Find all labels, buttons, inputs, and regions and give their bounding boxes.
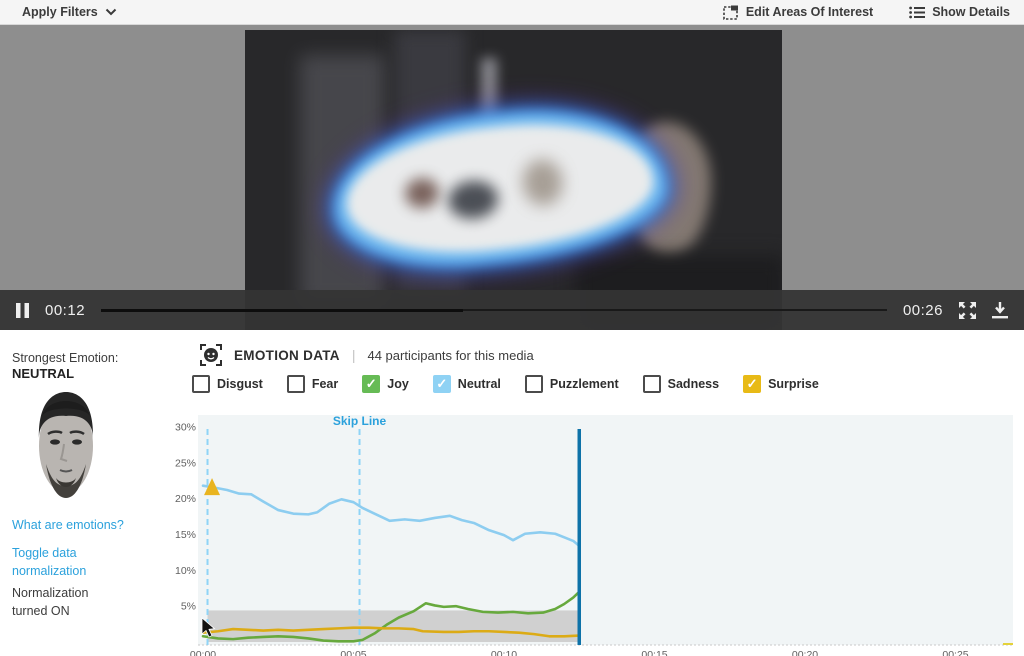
svg-text:Skip Line: Skip Line: [333, 415, 387, 428]
emotion-checkbox-fear[interactable]: Fear: [286, 375, 339, 393]
emotion-checkbox-sadness[interactable]: Sadness: [642, 375, 720, 393]
strongest-emotion-label: Strongest Emotion:: [12, 351, 119, 365]
svg-text:10%: 10%: [175, 565, 196, 577]
emotion-data-header: EMOTION DATA | 44 participants for this …: [200, 344, 534, 366]
panel-title: EMOTION DATA: [234, 347, 340, 363]
svg-text:00:25: 00:25: [942, 649, 968, 656]
svg-text:00:00: 00:00: [190, 649, 216, 656]
svg-text:30%: 30%: [175, 421, 196, 433]
strongest-emotion-value: NEUTRAL: [12, 366, 75, 381]
seek-track: [101, 309, 887, 311]
emotion-checkbox-puzzlement[interactable]: Puzzlement: [524, 375, 619, 393]
show-details-label: Show Details: [932, 5, 1010, 19]
svg-text:15%: 15%: [175, 529, 196, 541]
download-button[interactable]: [992, 301, 1008, 319]
emotion-timeline-chart[interactable]: 5% 10% 15% 20% 25% 30% 00:00 00:05 00:10 00:15 00:…: [170, 415, 1024, 656]
video-controls-bar: 00:12 00:26: [0, 290, 1024, 330]
emotion-filters: Disgust Fear ✓ Joy ✓ Neutral Puzzlement: [192, 375, 819, 393]
checkbox-box: ✓: [362, 375, 381, 393]
video-player: 00:12 00:26: [0, 25, 1024, 330]
seek-bar[interactable]: [101, 303, 887, 317]
divider: |: [351, 347, 356, 363]
emotion-checkbox-surprise[interactable]: ✓ Surprise: [743, 375, 819, 393]
sidebar: Strongest Emotion: NEUTRAL What are: [0, 330, 170, 656]
emotion-checkbox-disgust[interactable]: Disgust: [192, 375, 263, 393]
duration: 00:26: [902, 301, 943, 319]
svg-text:00:10: 00:10: [491, 649, 517, 656]
checkbox-box: [642, 375, 661, 393]
checkbox-box: [286, 375, 305, 393]
svg-text:00:05: 00:05: [340, 649, 366, 656]
checkbox-label: Puzzlement: [549, 377, 619, 391]
participants-count: 44 participants for this media: [367, 347, 534, 363]
seek-played: [101, 308, 463, 312]
list-details-icon: [909, 6, 926, 19]
normalization-status: Normalization turned ON: [12, 586, 89, 619]
face-scan-icon: [200, 344, 222, 366]
checkbox-box: ✓: [743, 375, 762, 393]
checkbox-box: [192, 375, 210, 393]
mouse-cursor: [201, 617, 216, 638]
svg-text:00:15: 00:15: [641, 649, 667, 656]
edit-areas-label: Edit Areas Of Interest: [745, 5, 874, 19]
current-time: 00:12: [45, 301, 86, 319]
toggle-normalization-link[interactable]: Toggle data normalization: [12, 546, 87, 579]
svg-text:5%: 5%: [181, 601, 196, 613]
apply-filters-button[interactable]: Apply Filters: [22, 5, 117, 19]
chevron-down-icon: [105, 8, 117, 16]
area-select-icon: [723, 5, 739, 20]
show-details-button[interactable]: Show Details: [909, 5, 1010, 19]
emotion-data-panel: EMOTION DATA | 44 participants for this …: [170, 330, 1024, 656]
strongest-emotion-face-image: [34, 386, 98, 511]
fullscreen-button[interactable]: [959, 301, 976, 319]
video-frame[interactable]: [245, 30, 782, 330]
checkbox-label: Sadness: [667, 377, 720, 391]
checkbox-box: [524, 375, 543, 393]
checkbox-box: ✓: [432, 375, 451, 393]
checkbox-label: Neutral: [457, 377, 501, 391]
emotion-checkbox-neutral[interactable]: ✓ Neutral: [432, 375, 501, 393]
checkbox-label: Disgust: [217, 377, 263, 391]
chart-marker-triangle: [204, 478, 221, 496]
checkbox-label: Surprise: [768, 377, 819, 391]
lower-panel: Strongest Emotion: NEUTRAL What are: [0, 330, 1024, 656]
top-toolbar: Apply Filters Edit Areas Of Interest: [0, 0, 1024, 25]
checkbox-label: Fear: [311, 377, 339, 391]
emotion-checkbox-joy[interactable]: ✓ Joy: [362, 375, 409, 393]
apply-filters-label: Apply Filters: [22, 5, 98, 19]
what-are-emotions-link[interactable]: What are emotions?: [12, 518, 124, 532]
edit-areas-of-interest-button[interactable]: Edit Areas Of Interest: [723, 5, 873, 20]
pause-button[interactable]: [16, 302, 29, 318]
svg-text:00:20: 00:20: [792, 649, 818, 656]
svg-text:25%: 25%: [175, 457, 196, 469]
checkbox-label: Joy: [387, 377, 409, 391]
svg-text:20%: 20%: [175, 493, 196, 505]
